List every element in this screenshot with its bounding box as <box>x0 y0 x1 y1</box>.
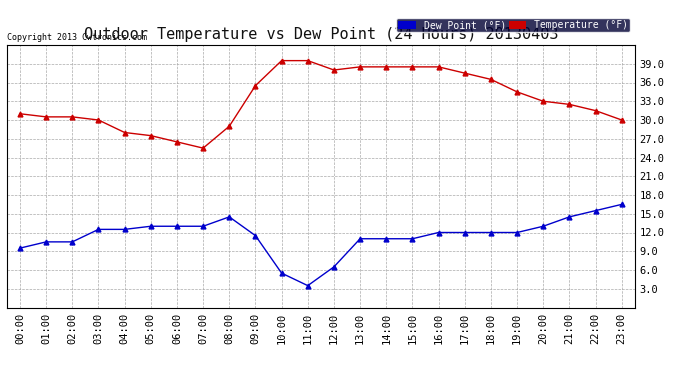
Legend: Dew Point (°F), Temperature (°F): Dew Point (°F), Temperature (°F) <box>396 18 630 32</box>
Title: Outdoor Temperature vs Dew Point (24 Hours) 20130403: Outdoor Temperature vs Dew Point (24 Hou… <box>83 27 558 42</box>
Text: Copyright 2013 Cwtronics.com: Copyright 2013 Cwtronics.com <box>7 33 147 42</box>
